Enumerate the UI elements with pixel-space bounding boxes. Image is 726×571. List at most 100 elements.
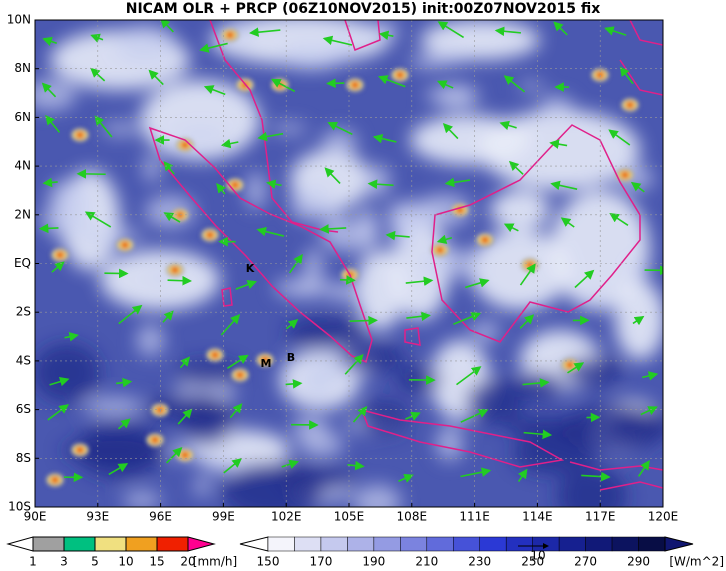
dark-area — [512, 433, 595, 475]
wind-arrow — [116, 377, 133, 388]
rain-cell — [627, 103, 633, 107]
colorbar-end — [6, 536, 34, 552]
wind-arrow — [630, 181, 645, 193]
cloud — [367, 21, 400, 43]
rain-cell — [157, 408, 163, 412]
rain-cell — [182, 453, 188, 457]
wind-arrow — [352, 406, 368, 423]
wind-arrow — [560, 217, 575, 228]
wind-arrow — [256, 226, 285, 237]
wind-arrow — [503, 75, 526, 93]
wind-arrow — [179, 356, 191, 369]
colorbar-bin — [347, 536, 375, 552]
rain-cell — [622, 173, 628, 177]
cloud — [114, 24, 178, 64]
wind-arrow — [327, 121, 353, 136]
olr-unit: [W/m^2] — [669, 555, 724, 569]
wind-arrow — [503, 223, 519, 233]
wind-arrow — [436, 80, 454, 90]
y-tick-label: 4N — [14, 159, 31, 173]
cloud — [470, 320, 500, 342]
precip-unit: [mm/h] — [193, 555, 237, 569]
wind-arrow — [108, 463, 129, 476]
wind-arrow — [499, 120, 517, 131]
colorbar-label: 15 — [149, 555, 164, 569]
cloud — [423, 87, 474, 103]
wind-arrow — [406, 311, 431, 322]
cloud — [628, 259, 647, 282]
wind-arrow — [229, 403, 243, 419]
colorbar-bin — [505, 536, 533, 552]
wind-arrow — [166, 446, 183, 464]
wind-arrow — [347, 460, 365, 471]
wind-arrow — [553, 21, 568, 36]
cloud — [279, 43, 344, 71]
wind-arrow — [465, 278, 490, 289]
colorbar-bin — [426, 536, 454, 552]
wind-arrow — [550, 180, 578, 191]
x-tick-label: 108E — [397, 510, 428, 524]
wind-arrow — [216, 183, 226, 195]
rain-cell — [237, 373, 243, 377]
cloud — [303, 248, 324, 285]
wind-arrow — [257, 131, 284, 142]
wind-arrow — [167, 275, 192, 286]
wind-arrow — [90, 33, 104, 43]
wind-arrow — [456, 366, 482, 386]
wind-arrow — [281, 459, 300, 469]
cloud — [586, 289, 607, 305]
cloud — [194, 475, 211, 497]
wind-arrow — [339, 275, 356, 285]
rain-cell — [57, 253, 63, 257]
wind-arrow — [609, 213, 629, 227]
dark-area — [35, 343, 101, 403]
dark-area — [338, 343, 406, 373]
wind-arrow — [223, 458, 242, 474]
wind-arrow — [460, 467, 492, 478]
rain-cell — [397, 73, 403, 77]
colorbar-label: 230 — [468, 555, 491, 569]
wind-arrow — [203, 85, 226, 96]
wind-arrow — [444, 177, 471, 188]
wind-arrow — [220, 314, 241, 336]
colorbar-label: 20 — [180, 555, 195, 569]
colorbar-bin — [32, 536, 65, 552]
y-tick-label: EQ — [14, 256, 31, 270]
cloud — [47, 179, 88, 220]
cloud — [321, 129, 358, 155]
cloud — [615, 280, 663, 360]
wind-arrow — [226, 354, 249, 369]
cloud — [320, 220, 381, 253]
coastlines — [148, 20, 663, 491]
wind-arrow — [642, 371, 659, 381]
wind-arrow — [378, 75, 406, 88]
colorbar-label: 210 — [415, 555, 438, 569]
wind-arrow — [519, 314, 535, 329]
wind-arrow — [442, 123, 459, 140]
wind-arrow — [508, 160, 524, 175]
cloud — [130, 32, 151, 44]
colorbar-label: 250 — [521, 555, 544, 569]
colorbar-bin — [400, 536, 428, 552]
wind-arrow — [367, 179, 394, 189]
cloud — [245, 171, 266, 210]
colorbar-label: 10 — [118, 555, 133, 569]
x-tick-label: 114E — [522, 510, 553, 524]
cloud — [78, 228, 143, 245]
wind-arrow — [519, 263, 536, 286]
colorbar-bin — [479, 536, 507, 552]
olr-colorbar: 150 170 190 210 230 250 270 290 — [239, 536, 694, 569]
x-tick-label: 117E — [585, 510, 616, 524]
cloud — [83, 397, 144, 416]
wind-arrow — [90, 67, 106, 82]
wind-arrow — [322, 35, 353, 46]
wind-arrow — [608, 129, 631, 146]
colorbar-bin — [267, 536, 295, 552]
precip-colorbar: 1 3 5 10 15 20 — [6, 536, 216, 569]
wind-arrow — [405, 276, 434, 286]
rain-cell — [227, 33, 233, 37]
wind-arrow — [372, 133, 397, 144]
cloud — [392, 214, 414, 255]
colorbar-bin — [585, 536, 613, 552]
